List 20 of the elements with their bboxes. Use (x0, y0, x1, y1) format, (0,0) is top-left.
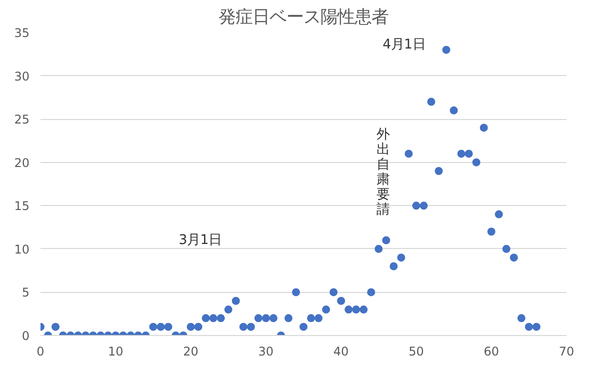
y-tick-label: 15 (14, 199, 30, 214)
x-tick-label: 40 (333, 344, 349, 358)
x-tick-label: 0 (36, 344, 44, 358)
x-tick-label: 70 (558, 344, 574, 358)
annotation: 外出自粛要請 (376, 127, 390, 218)
chart-title: 発症日ベース陽性患者 (218, 8, 388, 28)
x-tick-label: 20 (183, 344, 198, 358)
annotation: 3月1日 (178, 232, 222, 248)
x-tick-label: 60 (484, 344, 500, 358)
y-tick-label: 25 (14, 112, 30, 127)
y-tick-label: 0 (22, 329, 30, 343)
x-tick-label: 30 (258, 344, 274, 358)
y-tick-label: 20 (14, 156, 30, 170)
y-tick-label: 10 (14, 242, 30, 256)
annotation: 4月1日 (382, 38, 426, 53)
y-tick-label: 30 (14, 69, 30, 84)
x-tick-label: 50 (408, 344, 424, 358)
y-tick-label: 35 (14, 26, 30, 40)
x-tick-label: 10 (108, 344, 124, 358)
y-tick-label: 5 (22, 286, 30, 300)
